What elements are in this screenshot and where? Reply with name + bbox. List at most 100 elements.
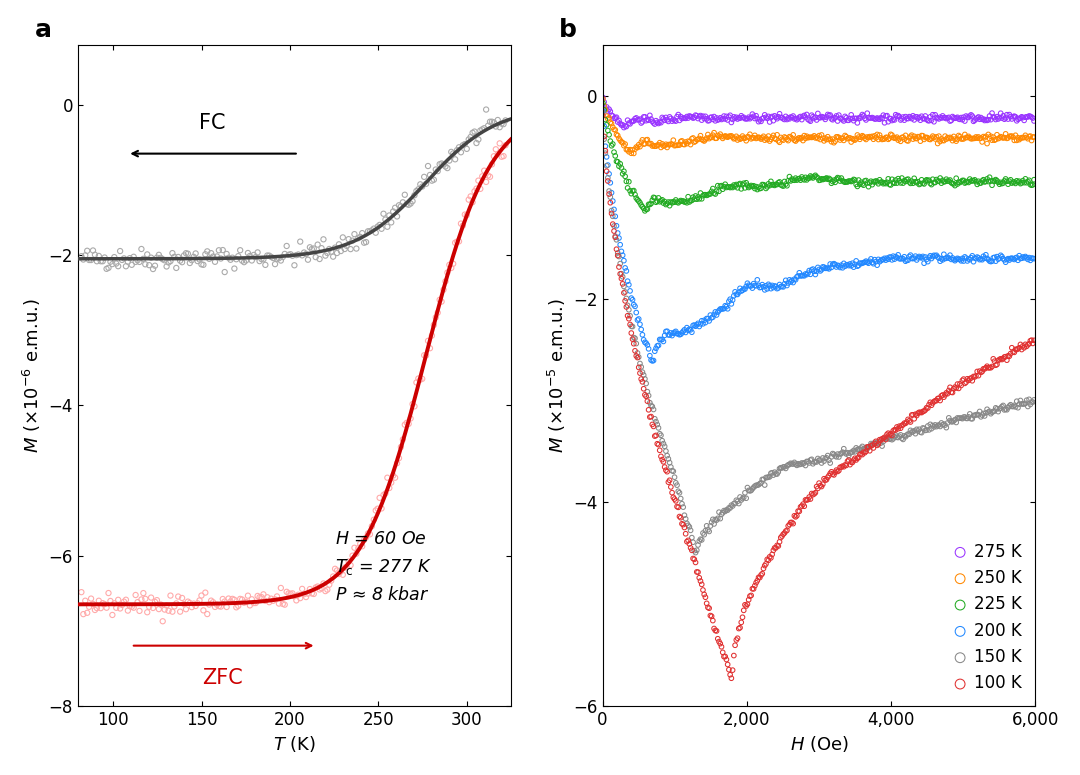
- 150 K: [795, 458, 812, 470]
- 275 K: [961, 110, 978, 122]
- 250 K: [733, 130, 751, 143]
- 225 K: [637, 203, 654, 215]
- Point: [89, 602, 106, 615]
- 275 K: [808, 114, 825, 126]
- 200 K: [745, 277, 762, 290]
- 150 K: [859, 443, 876, 455]
- 250 K: [1002, 130, 1020, 143]
- 225 K: [666, 196, 684, 208]
- 225 K: [867, 174, 885, 187]
- 100 K: [989, 354, 1007, 367]
- 225 K: [978, 173, 996, 185]
- 225 K: [989, 176, 1007, 188]
- 225 K: [620, 175, 637, 188]
- 275 K: [919, 114, 936, 126]
- 200 K: [895, 250, 913, 263]
- 100 K: [986, 355, 1003, 367]
- 200 K: [904, 253, 921, 265]
- 100 K: [635, 383, 652, 395]
- Point: [487, 143, 504, 156]
- 225 K: [999, 178, 1016, 191]
- 200 K: [826, 258, 843, 270]
- 275 K: [847, 112, 864, 125]
- 250 K: [624, 143, 642, 156]
- 200 K: [619, 275, 636, 288]
- 200 K: [793, 270, 810, 282]
- 225 K: [762, 175, 780, 188]
- 225 K: [729, 181, 746, 194]
- 150 K: [1003, 400, 1021, 412]
- Point: [375, 208, 392, 220]
- 100 K: [910, 406, 928, 419]
- 250 K: [928, 131, 945, 143]
- 200 K: [705, 308, 723, 321]
- 225 K: [598, 119, 616, 131]
- 150 K: [730, 498, 747, 510]
- Point: [96, 598, 113, 610]
- 250 K: [623, 147, 640, 160]
- Point: [106, 597, 123, 609]
- 200 K: [879, 253, 896, 266]
- Point: [102, 256, 119, 268]
- Point: [109, 594, 126, 606]
- 250 K: [841, 132, 859, 144]
- 250 K: [693, 133, 711, 146]
- 100 K: [767, 542, 784, 554]
- 200 K: [916, 257, 933, 270]
- 225 K: [975, 174, 993, 186]
- 275 K: [904, 109, 921, 122]
- 225 K: [649, 195, 666, 208]
- 100 K: [696, 588, 713, 601]
- 100 K: [673, 518, 690, 530]
- Point: [343, 549, 361, 562]
- 250 K: [773, 133, 791, 146]
- 200 K: [955, 255, 972, 267]
- 250 K: [812, 133, 829, 146]
- Point: [462, 131, 480, 143]
- 100 K: [621, 319, 638, 331]
- 225 K: [742, 179, 759, 191]
- 200 K: [958, 252, 975, 264]
- 275 K: [926, 115, 943, 128]
- 150 K: [761, 470, 779, 483]
- 200 K: [1003, 252, 1021, 264]
- 275 K: [606, 112, 623, 125]
- Point: [323, 574, 340, 587]
- 150 K: [887, 429, 904, 442]
- Point: [145, 263, 162, 275]
- 275 K: [930, 112, 947, 125]
- 100 K: [781, 518, 798, 531]
- 100 K: [877, 433, 894, 446]
- 100 K: [968, 370, 985, 382]
- 150 K: [1021, 393, 1038, 405]
- Point: [191, 253, 208, 266]
- Point: [427, 164, 444, 176]
- Point: [464, 196, 482, 208]
- 200 K: [812, 265, 829, 277]
- Point: [321, 243, 338, 255]
- 200 K: [727, 286, 744, 298]
- 200 K: [818, 262, 835, 274]
- 275 K: [621, 118, 638, 130]
- 100 K: [973, 365, 990, 377]
- 275 K: [1014, 112, 1031, 124]
- 200 K: [815, 261, 833, 274]
- 225 K: [786, 174, 804, 187]
- 275 K: [840, 114, 858, 126]
- 250 K: [947, 135, 964, 147]
- 200 K: [645, 354, 662, 367]
- 200 K: [767, 281, 784, 293]
- 200 K: [788, 270, 806, 283]
- 275 K: [942, 115, 959, 127]
- 100 K: [814, 478, 832, 491]
- Point: [483, 158, 500, 170]
- 200 K: [949, 252, 967, 264]
- 200 K: [616, 254, 633, 267]
- 100 K: [681, 542, 699, 554]
- Point: [402, 412, 419, 425]
- 200 K: [637, 337, 654, 350]
- 275 K: [815, 112, 833, 124]
- 225 K: [686, 193, 703, 205]
- Point: [436, 275, 454, 288]
- Point: [185, 250, 202, 263]
